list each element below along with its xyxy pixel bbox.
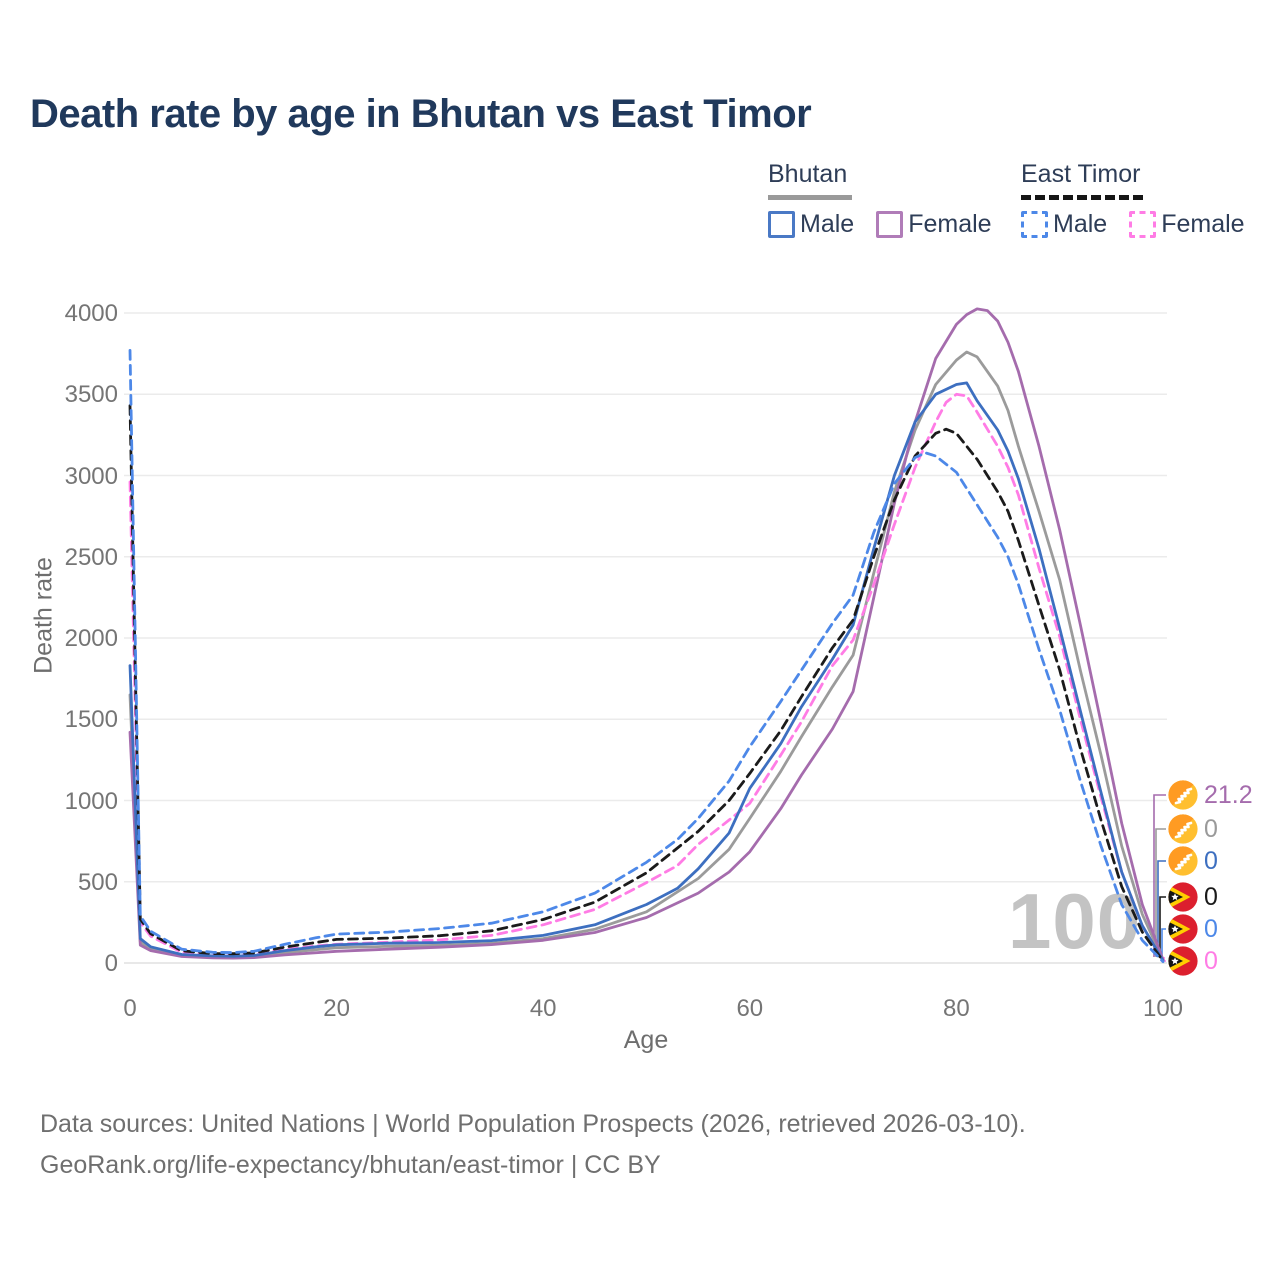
east-timor-flag-icon <box>1168 914 1198 944</box>
end-label-bhutan-female: 21.2 <box>1168 780 1253 810</box>
checkbox-icon[interactable] <box>768 211 795 238</box>
y-tick-label: 3000 <box>64 462 118 490</box>
x-tick-label: 0 <box>123 995 137 1022</box>
series-line-bhutan-both <box>128 350 1165 962</box>
data-sources-text: Data sources: United Nations | World Pop… <box>40 1110 1026 1138</box>
leader-line <box>1155 828 1166 957</box>
checkbox-icon[interactable] <box>1129 211 1157 238</box>
bhutan-flag-icon <box>1168 846 1198 876</box>
leader-line <box>1153 794 1166 957</box>
east-timor-flag-icon <box>1168 882 1198 912</box>
end-value: 0 <box>1204 914 1218 943</box>
y-tick-label: 0 <box>104 950 118 977</box>
series-line-east-timor-male <box>128 349 1165 964</box>
legend-item-label: Male <box>800 210 855 238</box>
end-label-east-timor-both: 0 <box>1168 882 1218 912</box>
legend-line-style-solid <box>768 195 852 200</box>
y-tick-label: 1000 <box>64 787 118 815</box>
end-value: 0 <box>1204 814 1218 843</box>
end-label-bhutan-both: 0 <box>1168 814 1218 844</box>
y-tick-label: 3500 <box>64 381 118 409</box>
x-tick-label: 100 <box>1142 995 1184 1022</box>
end-value: 0 <box>1204 846 1218 875</box>
end-label-east-timor-female: 0 <box>1168 946 1218 976</box>
bhutan-flag-icon <box>1168 814 1198 844</box>
legend-item-label: Male <box>1053 210 1108 238</box>
end-label-bhutan-male: 0 <box>1168 846 1218 876</box>
legend-item-bhutan-female[interactable]: Female <box>876 210 992 239</box>
y-tick-label: 500 <box>77 868 118 896</box>
checkbox-icon[interactable] <box>876 211 904 238</box>
y-tick-label: 1500 <box>64 706 118 734</box>
x-axis-title: Age <box>623 1026 669 1054</box>
footer: Data sources: United Nations | World Pop… <box>40 1104 1026 1186</box>
legend-item-bhutan-male[interactable]: Male <box>768 210 854 239</box>
series-line-bhutan-male <box>128 381 1165 962</box>
legend-group-bhutan: Bhutan Male Female <box>768 160 992 239</box>
age-watermark: 100 <box>1008 877 1142 965</box>
page-title: Death rate by age in Bhutan vs East Timo… <box>30 92 812 136</box>
legend-item-label: Female <box>908 210 992 238</box>
legend-item-label: Female <box>1161 210 1245 238</box>
series-line-bhutan-female <box>128 307 1165 961</box>
y-tick-label: 4000 <box>64 300 118 327</box>
end-value: 0 <box>1204 946 1218 975</box>
legend-group-title: East Timor <box>1021 160 1141 188</box>
leader-line <box>1161 928 1166 957</box>
y-tick-label: 2000 <box>64 625 118 652</box>
leader-line <box>1163 957 1166 962</box>
bhutan-flag-icon <box>1168 780 1198 810</box>
legend-line-style-dashed <box>1021 195 1143 200</box>
x-tick-label: 40 <box>529 995 557 1022</box>
end-label-east-timor-male: 0 <box>1168 914 1218 944</box>
east-timor-flag-icon <box>1168 946 1198 976</box>
y-tick-label: 2500 <box>64 543 118 571</box>
x-tick-label: 20 <box>323 995 350 1022</box>
attribution-text: GeoRank.org/life-expectancy/bhutan/east-… <box>40 1151 661 1179</box>
x-tick-label: 80 <box>943 995 970 1022</box>
legend-group-east-timor: East Timor Male Female <box>1021 160 1245 239</box>
end-value: 21.2 <box>1204 780 1253 809</box>
legend-item-east-timor-female[interactable]: Female <box>1129 210 1245 239</box>
x-tick-label: 60 <box>736 995 764 1022</box>
end-value: 0 <box>1204 882 1218 911</box>
legend-item-east-timor-male[interactable]: Male <box>1021 210 1107 239</box>
legend-group-title: Bhutan <box>768 160 848 188</box>
leader-line <box>1159 896 1166 957</box>
leader-line <box>1157 860 1166 957</box>
checkbox-icon[interactable] <box>1021 211 1048 238</box>
